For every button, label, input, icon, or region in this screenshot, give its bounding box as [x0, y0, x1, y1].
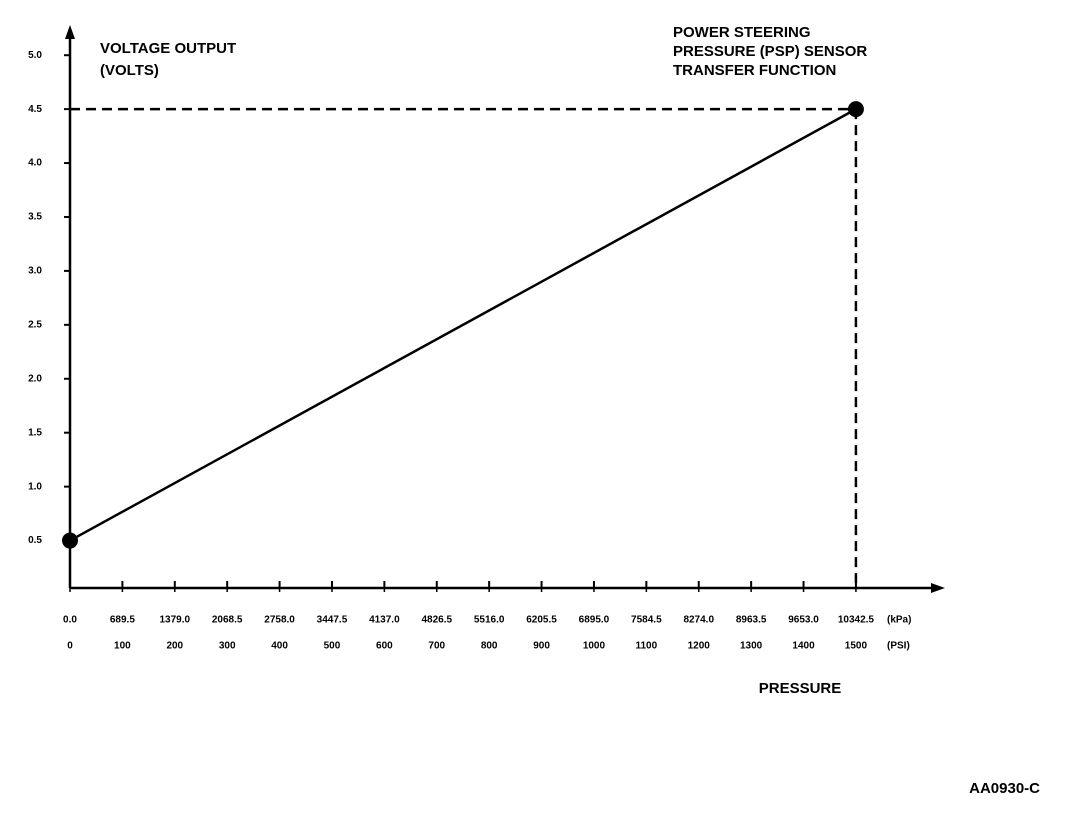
x2-tick-label: 6205.5	[526, 615, 557, 626]
x2-tick-label: 8274.0	[683, 615, 714, 626]
y-tick-label: 3.0	[28, 266, 42, 277]
y-tick-label: 2.5	[28, 319, 42, 330]
x2-tick-label: 7584.5	[631, 615, 662, 626]
x-unit: (PSI)	[887, 641, 910, 652]
chart-title: TRANSFER FUNCTION	[673, 62, 836, 79]
x2-unit: (kPa)	[887, 615, 911, 626]
data-line	[69, 108, 857, 542]
x2-tick-label: 689.5	[110, 615, 135, 626]
x-tick-label: 700	[428, 641, 445, 652]
y-tick-label: 4.5	[28, 104, 42, 115]
y-axis-label: (VOLTS)	[100, 62, 159, 79]
y-tick-label: 0.5	[28, 535, 42, 546]
x2-tick-label: 3447.5	[317, 615, 348, 626]
x-tick-label: 300	[219, 641, 236, 652]
chart-title: POWER STEERING	[673, 24, 811, 41]
data-point	[847, 101, 864, 118]
y-tick-label: 2.0	[28, 373, 42, 384]
x2-tick-label: 1379.0	[159, 615, 190, 626]
x-tick-label: 100	[114, 641, 131, 652]
y-tick-label: 4.0	[28, 158, 42, 169]
y-tick-label: 5.0	[28, 50, 42, 61]
x2-tick-label: 9653.0	[788, 615, 819, 626]
x2-tick-label: 2758.0	[264, 615, 295, 626]
x-tick-label: 200	[166, 641, 183, 652]
x-tick-label: 600	[376, 641, 393, 652]
x2-tick-label: 0.0	[63, 615, 77, 626]
x2-tick-label: 6895.0	[579, 615, 610, 626]
x-tick-label: 400	[271, 641, 288, 652]
x-tick-label: 500	[324, 641, 341, 652]
x-tick-label: 1300	[740, 641, 763, 652]
x2-tick-label: 8963.5	[736, 615, 767, 626]
x2-tick-label: 5516.0	[474, 615, 505, 626]
x-tick-label: 0	[67, 641, 73, 652]
x2-tick-label: 4137.0	[369, 615, 400, 626]
x-axis-label: PRESSURE	[759, 680, 842, 697]
data-point	[62, 532, 78, 549]
x-tick-label: 800	[481, 641, 498, 652]
chart-title: PRESSURE (PSP) SENSOR	[673, 43, 867, 60]
figure-id: AA0930-C	[969, 780, 1040, 797]
x-tick-label: 1500	[845, 641, 868, 652]
x-tick-label: 1200	[688, 641, 711, 652]
x-axis-arrow	[931, 583, 945, 593]
x-tick-label: 1000	[583, 641, 606, 652]
x2-tick-label: 10342.5	[838, 615, 875, 626]
y-tick-label: 3.5	[28, 212, 42, 223]
y-tick-label: 1.5	[28, 427, 42, 438]
x2-tick-label: 4826.5	[421, 615, 452, 626]
y-axis-label: VOLTAGE OUTPUT	[100, 40, 236, 57]
y-tick-label: 1.0	[28, 481, 42, 492]
y-axis-arrow	[65, 25, 75, 39]
x2-tick-label: 2068.5	[212, 615, 243, 626]
x-tick-label: 900	[533, 641, 550, 652]
x-tick-label: 1100	[635, 641, 657, 652]
x-tick-label: 1400	[792, 641, 815, 652]
